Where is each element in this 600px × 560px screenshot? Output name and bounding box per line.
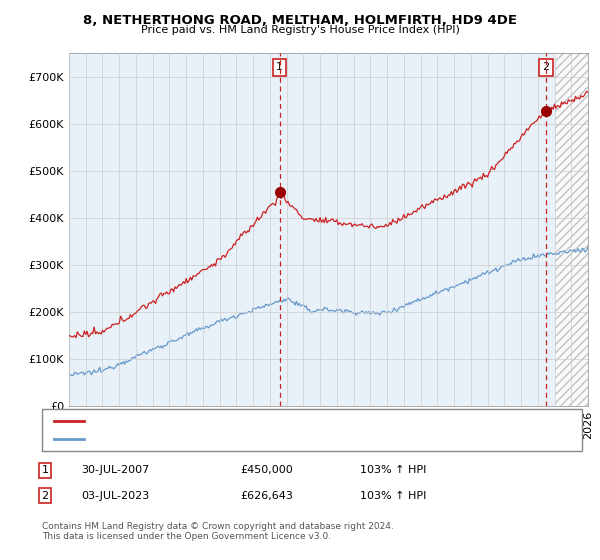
Text: 1: 1 — [276, 62, 283, 72]
Text: Contains HM Land Registry data © Crown copyright and database right 2024.
This d: Contains HM Land Registry data © Crown c… — [42, 522, 394, 542]
Text: 2: 2 — [41, 491, 49, 501]
Text: 1: 1 — [41, 465, 49, 475]
Text: 8, NETHERTHONG ROAD, MELTHAM, HOLMFIRTH, HD9 4DE (detached house): 8, NETHERTHONG ROAD, MELTHAM, HOLMFIRTH,… — [93, 416, 490, 426]
Text: HPI: Average price, detached house, Kirklees: HPI: Average price, detached house, Kirk… — [93, 434, 328, 444]
Text: 103% ↑ HPI: 103% ↑ HPI — [360, 491, 427, 501]
Text: 8, NETHERTHONG ROAD, MELTHAM, HOLMFIRTH, HD9 4DE: 8, NETHERTHONG ROAD, MELTHAM, HOLMFIRTH,… — [83, 14, 517, 27]
Text: £450,000: £450,000 — [240, 465, 293, 475]
Text: 03-JUL-2023: 03-JUL-2023 — [81, 491, 149, 501]
Text: Price paid vs. HM Land Registry's House Price Index (HPI): Price paid vs. HM Land Registry's House … — [140, 25, 460, 35]
Text: 30-JUL-2007: 30-JUL-2007 — [81, 465, 149, 475]
Text: 2: 2 — [542, 62, 550, 72]
Text: £626,643: £626,643 — [240, 491, 293, 501]
Text: 103% ↑ HPI: 103% ↑ HPI — [360, 465, 427, 475]
